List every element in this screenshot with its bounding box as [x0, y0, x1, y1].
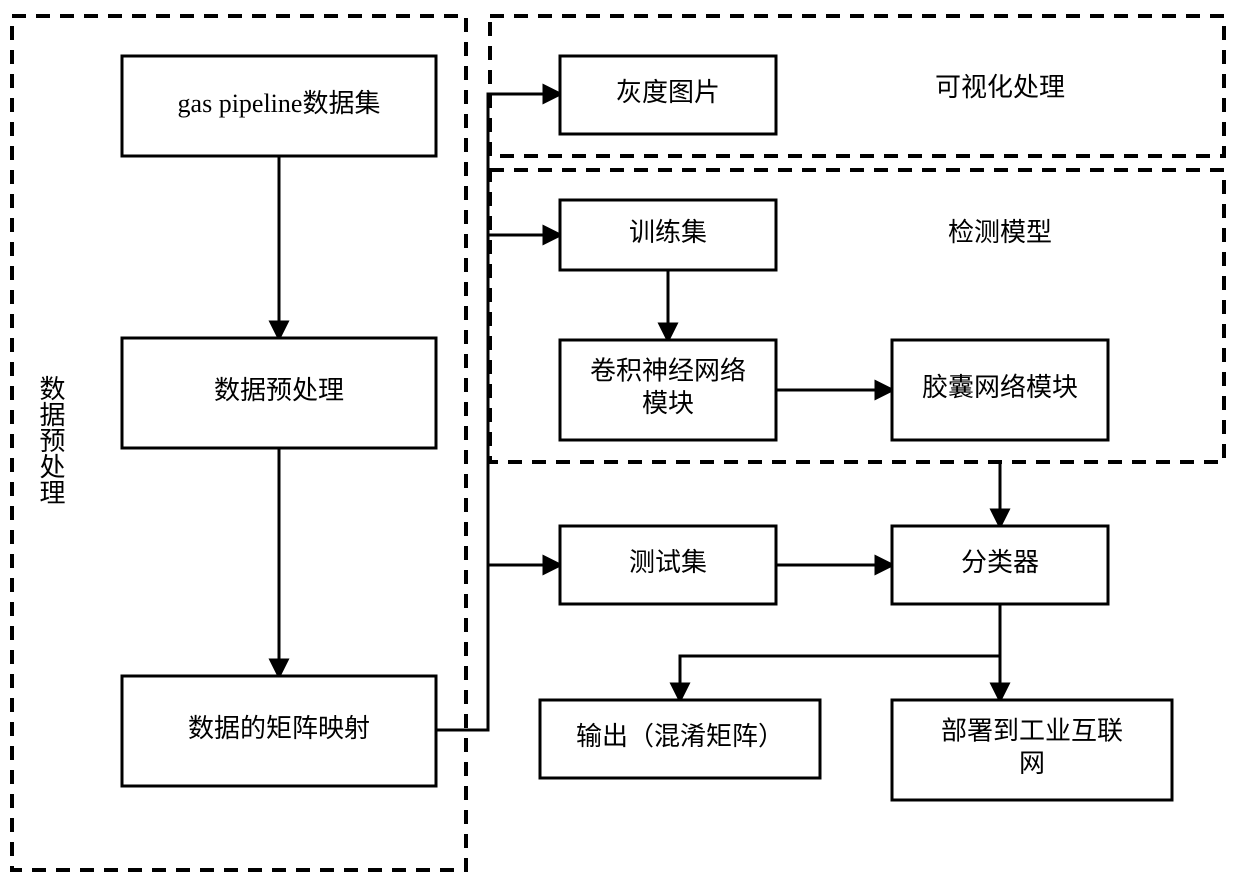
node-label: 卷积神经网络 [590, 357, 746, 386]
node-label: 数据预处理 [214, 376, 344, 405]
group-label: 检测模型 [948, 218, 1052, 247]
node-label: gas pipeline数据集 [178, 89, 381, 118]
node-label: 网 [1019, 749, 1045, 778]
group-vlabel: 数据预处理 [36, 375, 65, 505]
node-label: 数据的矩阵映射 [188, 714, 370, 743]
node-label: 灰度图片 [616, 78, 720, 107]
node-label: 部署到工业互联 [941, 717, 1123, 746]
edge [436, 94, 560, 730]
node-label: 分类器 [961, 548, 1039, 577]
node-label: 测试集 [629, 548, 707, 577]
flowchart: 数据预处理可视化处理检测模型gas pipeline数据集数据预处理数据的矩阵映… [0, 0, 1240, 879]
node-label: 模块 [642, 389, 694, 418]
edge [680, 656, 1000, 700]
node-label: 训练集 [629, 218, 707, 247]
node-label: 胶囊网络模块 [922, 373, 1078, 402]
group-label: 可视化处理 [935, 73, 1065, 102]
node-label: 输出（混淆矩阵） [576, 722, 784, 751]
